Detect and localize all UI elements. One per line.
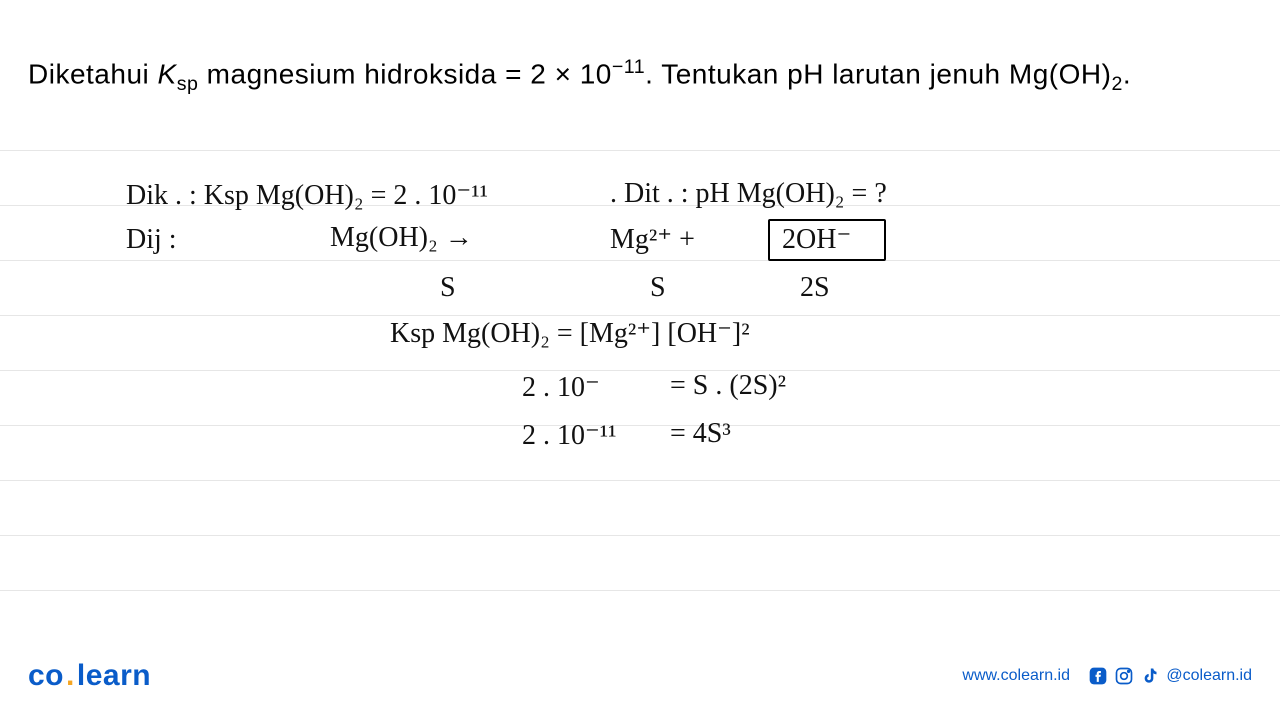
question-mid2: . Tentukan pH larutan jenuh Mg(OH) [645,58,1111,89]
hand-dik: Dik . : Ksp Mg(OH)₂ = 2 . 10⁻¹¹ [126,178,488,212]
hand-line6b: = 4S³ [670,418,731,450]
hand-line6a: 2 . 10⁻¹¹ [522,418,617,452]
hand-2s: 2S [800,272,830,304]
footer-handle: @colearn.id [1166,667,1252,685]
ruled-line [0,480,1280,481]
brand-logo: co.learn [28,659,151,693]
ruled-line [0,535,1280,536]
footer-socials: @colearn.id [1088,666,1252,686]
ksp-sp: sp [177,73,199,95]
logo-dot: . [64,659,77,692]
ruled-line [0,370,1280,371]
tiktok-icon [1140,666,1160,686]
hand-dij: Dij : [126,224,177,256]
footer-url: www.colearn.id [962,667,1070,685]
ruled-line [0,590,1280,591]
hand-dit: . Dit . : pH Mg(OH)₂ = ? [610,178,887,210]
question-sub2: 2 [1111,73,1122,95]
ruled-line [0,425,1280,426]
footer: co.learn www.colearn.id @colearn.id [0,656,1280,696]
question-end: . [1123,58,1131,89]
hand-ksp-eq: Ksp Mg(OH)₂ = [Mg²⁺] [OH⁻]² [390,316,750,350]
question-pre: Diketahui [28,58,158,89]
question-text: Diketahui Ksp magnesium hidroksida = 2 ×… [28,56,1252,96]
hand-line5b: = S . (2S)² [670,370,786,402]
ruled-line [0,150,1280,151]
logo-co: co [28,659,64,692]
ruled-line [0,260,1280,261]
hand-eq-mg: Mg²⁺ + [610,222,695,256]
question-exp: −11 [612,56,645,78]
instagram-icon [1114,666,1134,686]
ksp-k: K [158,58,177,89]
hand-s1: S [440,272,456,304]
hand-s2: S [650,272,666,304]
box-2oh [768,219,886,261]
facebook-icon [1088,666,1108,686]
question-mid1: magnesium hidroksida = 2 × 10 [198,58,611,89]
logo-learn: learn [77,659,151,692]
hand-line5a: 2 . 10⁻ [522,370,600,404]
hand-eq-left: Mg(OH)₂ → [330,222,473,254]
